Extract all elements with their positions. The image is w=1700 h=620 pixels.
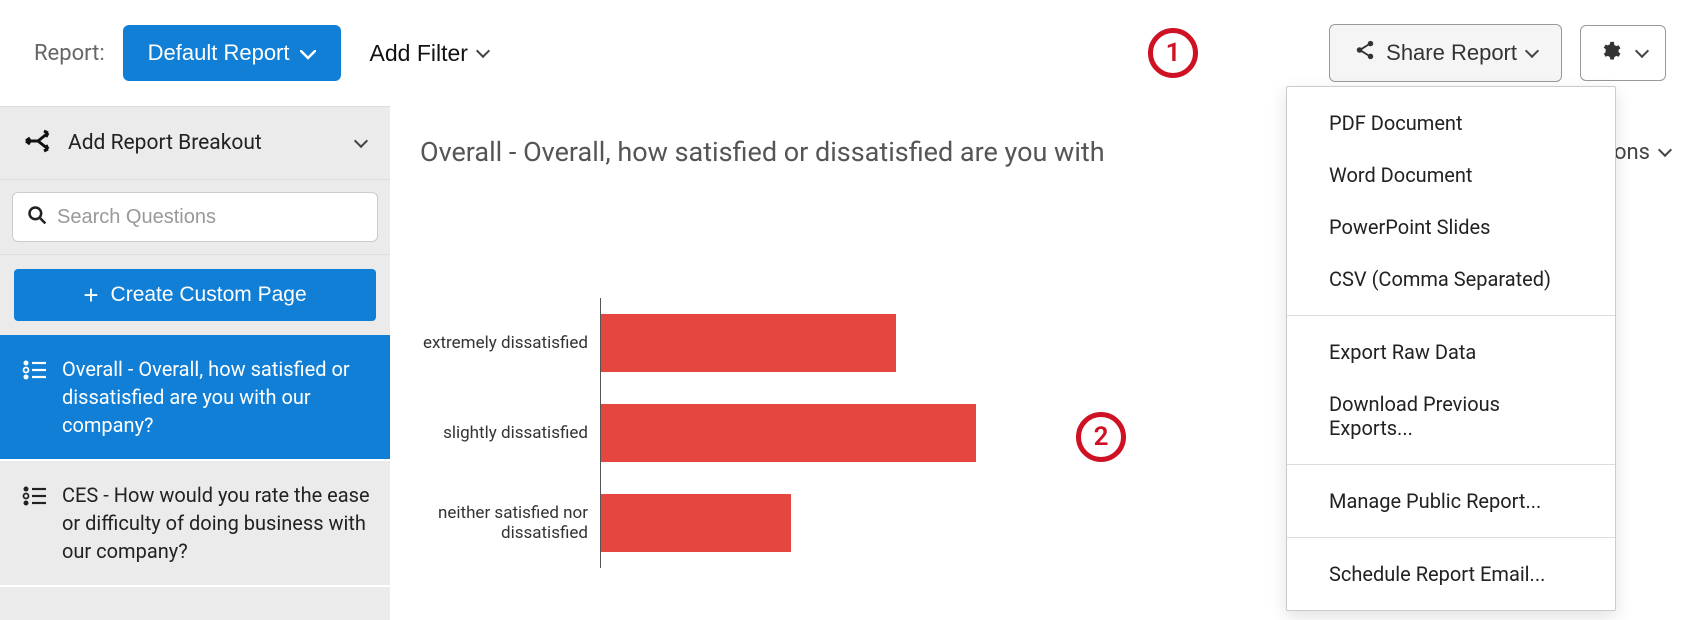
dropdown-item[interactable]: CSV (Comma Separated) (1287, 253, 1615, 305)
dropdown-group: Schedule Report Email... (1287, 537, 1615, 610)
chart-ylabels: extremely dissatisfiedslightly dissatisf… (420, 298, 600, 568)
annotation-badge: 1 (1148, 28, 1198, 78)
question-text: CES - How would you rate the ease or dif… (62, 481, 370, 565)
question-text: Overall - Overall, how satisfied or diss… (62, 355, 370, 439)
report-label: Report: (34, 41, 105, 66)
share-report-button[interactable]: Share Report (1329, 24, 1562, 82)
breakout-icon (24, 129, 52, 157)
list-icon (22, 481, 48, 565)
add-filter-label: Add Filter (370, 40, 468, 67)
list-icon (22, 355, 48, 439)
chevron-down-icon (354, 134, 368, 148)
dropdown-item[interactable]: Export Raw Data (1287, 326, 1615, 378)
dropdown-item[interactable]: PDF Document (1287, 97, 1615, 149)
default-report-button[interactable]: Default Report (123, 25, 341, 81)
dropdown-item[interactable]: PowerPoint Slides (1287, 201, 1615, 253)
dropdown-group: PDF DocumentWord DocumentPowerPoint Slid… (1287, 87, 1615, 315)
share-report-dropdown: PDF DocumentWord DocumentPowerPoint Slid… (1286, 86, 1616, 611)
question-item[interactable]: CES - How would you rate the ease or dif… (0, 461, 390, 587)
chevron-down-icon (1635, 44, 1649, 58)
chart-bars (600, 298, 1400, 568)
chevron-down-icon (1525, 44, 1539, 58)
gear-icon (1599, 40, 1621, 66)
chevron-down-icon (1658, 143, 1672, 157)
sidebar: Add Report Breakout + Create Custom Page (0, 106, 390, 620)
chart-bar (601, 404, 976, 462)
search-wrap (0, 180, 390, 255)
search-input[interactable] (57, 206, 363, 229)
topbar-left: Report: Default Report Add Filter (34, 25, 1311, 82)
question-list: Overall - Overall, how satisfied or diss… (0, 335, 390, 587)
add-report-breakout-row[interactable]: Add Report Breakout (0, 107, 390, 180)
chart-bar (601, 494, 791, 552)
chart-category-label: neither satisfied nor dissatisfied (420, 478, 600, 568)
dropdown-item[interactable]: Word Document (1287, 149, 1615, 201)
breakout-label: Add Report Breakout (68, 131, 340, 155)
chevron-down-icon (300, 40, 316, 66)
search-box[interactable] (12, 192, 378, 242)
share-icon (1354, 39, 1376, 67)
settings-button[interactable] (1580, 25, 1666, 81)
dropdown-group: Export Raw DataDownload Previous Exports… (1287, 315, 1615, 464)
create-custom-page-button[interactable]: + Create Custom Page (14, 269, 376, 321)
search-icon (27, 205, 47, 229)
add-filter-button[interactable]: Add Filter (359, 25, 499, 82)
chart-bar-row (601, 388, 1400, 478)
dropdown-item[interactable]: Download Previous Exports... (1287, 378, 1615, 454)
create-label: Create Custom Page (111, 283, 307, 307)
chart-bar (601, 314, 896, 372)
dropdown-item[interactable]: Manage Public Report... (1287, 475, 1615, 527)
question-item[interactable]: Overall - Overall, how satisfied or diss… (0, 335, 390, 461)
chart-category-label: slightly dissatisfied (443, 388, 600, 478)
dropdown-group: Manage Public Report... (1287, 464, 1615, 537)
default-report-label: Default Report (148, 40, 290, 66)
chart-bar-row (601, 298, 1400, 388)
chart-category-label: extremely dissatisfied (423, 298, 600, 388)
create-wrap: + Create Custom Page (0, 255, 390, 335)
topbar-right: Share Report (1329, 24, 1666, 82)
share-report-label: Share Report (1386, 40, 1517, 66)
chevron-down-icon (476, 44, 490, 58)
annotation-badge: 2 (1076, 412, 1126, 462)
chart-bar-row (601, 478, 1400, 568)
dropdown-item[interactable]: Schedule Report Email... (1287, 548, 1615, 600)
